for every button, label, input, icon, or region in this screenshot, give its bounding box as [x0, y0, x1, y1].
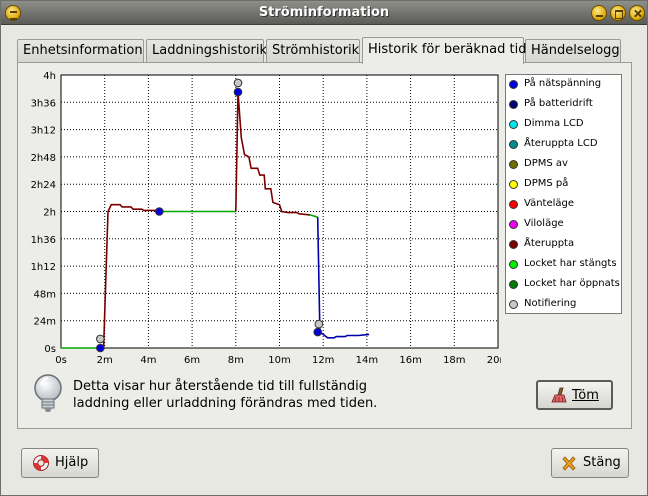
x-tick-label: 8m: [228, 355, 244, 366]
x-tick-label: 16m: [399, 355, 421, 366]
y-tick-label: 0s: [44, 344, 56, 355]
legend-label: DPMS av: [524, 158, 568, 169]
legend-swatch: [509, 80, 518, 89]
event-marker: [96, 334, 105, 344]
window-menu-icon[interactable]: [5, 5, 21, 21]
legend-label: Återuppta LCD: [524, 138, 598, 149]
event-marker: [233, 78, 243, 88]
chart-grid: [61, 75, 498, 348]
y-tick-label: 3h12: [31, 126, 56, 137]
lifebuoy-icon: [33, 455, 49, 471]
close-button[interactable]: Stäng: [551, 448, 629, 478]
close-window-icon[interactable]: [629, 5, 645, 21]
description-line-2: laddning eller urladdning förändras med …: [73, 396, 378, 411]
x-tick-label: 20m: [487, 355, 501, 366]
tab-estimated-time-history[interactable]: Historik för beräknad tid: [362, 37, 526, 64]
title-bar[interactable]: Ströminformation: [1, 1, 647, 25]
x-tick-label: 14m: [356, 355, 378, 366]
tab-event-log[interactable]: Händelselogg: [525, 39, 621, 63]
y-tick-label: 4h: [43, 71, 56, 82]
close-x-icon: [562, 456, 576, 471]
legend-label: Notifiering: [524, 298, 577, 309]
legend-swatch: [509, 120, 518, 129]
chart-description: Detta visar hur återstående tid till ful…: [73, 378, 393, 412]
event-marker: [314, 319, 324, 329]
x-tick-label: 10m: [268, 355, 290, 366]
legend-swatch: [509, 180, 518, 189]
legend-label: Locket har stängts: [524, 258, 617, 269]
x-tick-label: 2m: [97, 355, 113, 366]
event-marker: [233, 87, 243, 97]
legend-swatch: [509, 220, 518, 229]
y-tick-label: 2h24: [31, 180, 56, 191]
plot-area: [60, 74, 499, 349]
legend-swatch: [509, 280, 518, 289]
series-line: [101, 203, 159, 349]
legend-label: DPMS på: [524, 178, 569, 189]
y-tick-label: 2h48: [31, 153, 56, 164]
legend-swatch: [509, 100, 518, 109]
tab-device-information[interactable]: Enhetsinformation: [17, 39, 144, 63]
y-tick-label: 24m: [34, 317, 56, 328]
clear-button[interactable]: Töm: [536, 380, 613, 410]
legend-label: Viloläge: [524, 218, 564, 229]
y-tick-label: 1h36: [31, 235, 56, 246]
x-tick-label: 18m: [443, 355, 465, 366]
broom-icon: [551, 387, 567, 403]
event-marker: [96, 343, 105, 353]
lightbulb-icon: [34, 374, 62, 412]
y-tick-label: 1h12: [31, 262, 56, 273]
legend-swatch: [509, 200, 518, 209]
y-tick-label: 48m: [34, 289, 56, 300]
legend-label: På nätspänning: [524, 78, 602, 89]
legend-label: Locket har öppnats: [524, 278, 620, 289]
y-tick-label: 2h: [43, 208, 56, 219]
legend-swatch: [509, 160, 518, 169]
x-tick-label: 0s: [55, 355, 67, 366]
chart-event-markers: [96, 78, 324, 353]
legend-swatch: [509, 300, 518, 309]
event-marker: [155, 207, 164, 216]
legend-label: Vänteläge: [524, 198, 575, 209]
legend-swatch: [509, 140, 518, 149]
estimated-time-chart: 0s 24m 48m 1h12 1h36 2h 2h24 2h48 3h12 3h36 4h 0s 2…: [31, 71, 501, 366]
chart-legend: På nätspänning På batteridrift Dimma LCD Åt…: [505, 74, 622, 314]
help-button[interactable]: Hjälp: [21, 448, 99, 478]
x-axis-tick-labels: 0s 2m 4m 6m 8m 10m 12m 14m 16m 18m 20m: [55, 355, 501, 366]
event-marker: [313, 327, 323, 337]
window-title: Ströminformation: [258, 5, 390, 20]
series-line: [309, 214, 318, 218]
legend-label: På batteridrift: [524, 98, 593, 109]
minimize-icon[interactable]: [591, 5, 607, 21]
maximize-icon[interactable]: [610, 5, 626, 21]
legend-swatch: [509, 240, 518, 249]
legend-label: Återuppta: [524, 238, 575, 249]
tab-power-history[interactable]: Strömhistorik: [266, 39, 360, 63]
x-tick-label: 4m: [140, 355, 156, 366]
legend-label: Dimma LCD: [524, 118, 584, 129]
y-tick-label: 3h36: [31, 98, 56, 109]
help-button-label: Hjälp: [55, 455, 89, 470]
description-line-1: Detta visar hur återstående tid till ful…: [73, 379, 368, 394]
legend-swatch: [509, 260, 518, 269]
y-axis-tick-labels: 0s 24m 48m 1h12 1h36 2h 2h24 2h48 3h12 3h36 4h: [31, 71, 56, 355]
tab-charge-history[interactable]: Laddningshistorik: [146, 39, 267, 63]
clear-button-label: Töm: [572, 388, 599, 403]
close-button-label: Stäng: [583, 455, 621, 470]
series-line: [235, 92, 311, 216]
x-tick-label: 6m: [184, 355, 200, 366]
x-tick-label: 12m: [312, 355, 334, 366]
